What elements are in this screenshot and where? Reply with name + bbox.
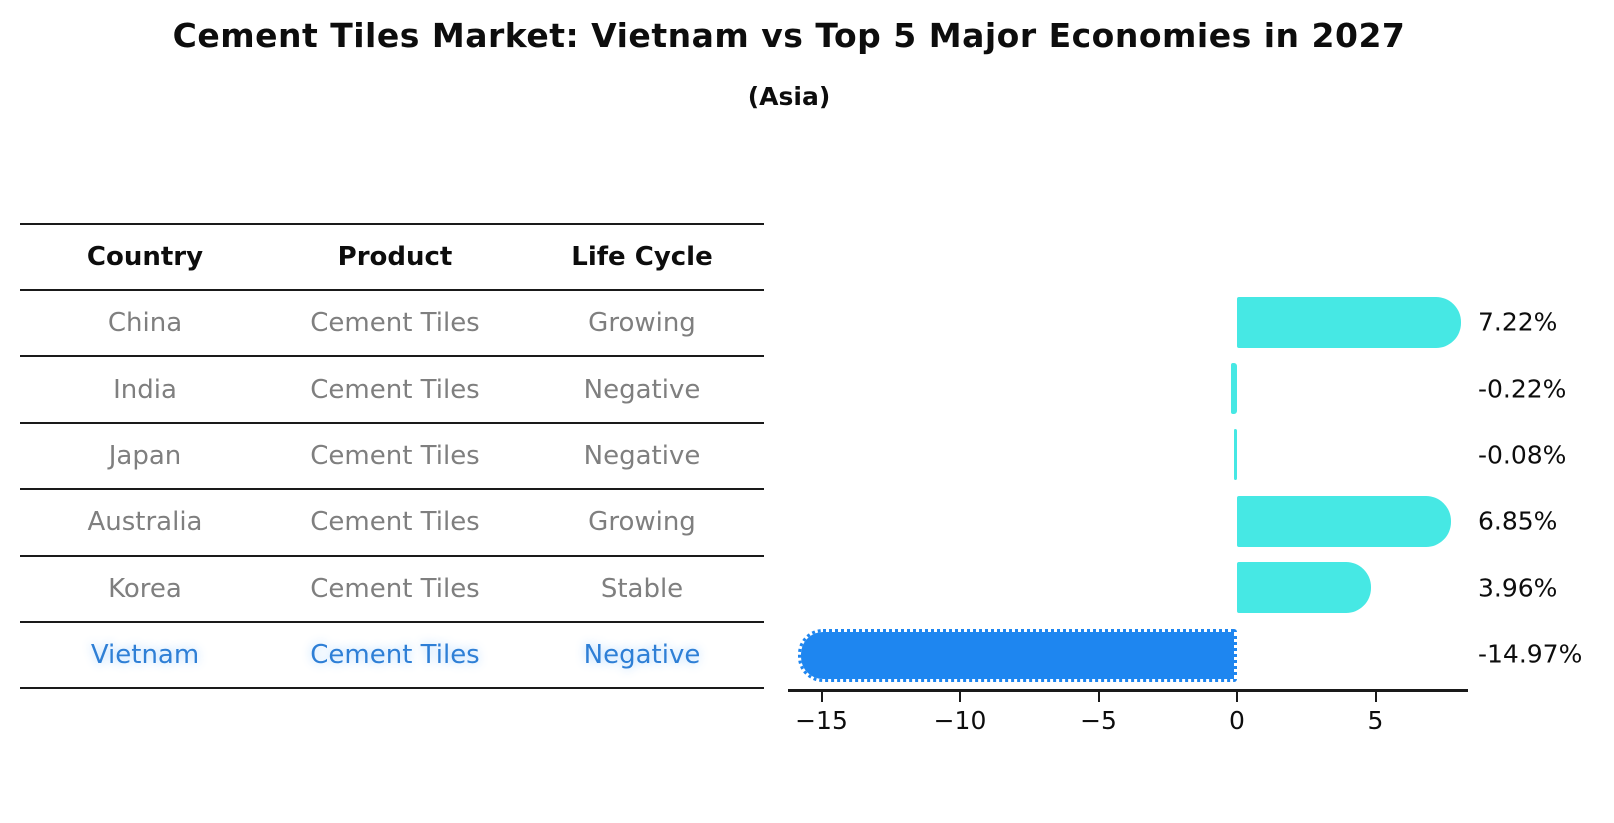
table-row-australia: Australia Cement Tiles Growing — [20, 490, 764, 557]
bar-china — [1237, 296, 1461, 348]
table-cell-life-cycle: Growing — [588, 308, 696, 339]
chart-subtitle: (Asia) — [747, 82, 831, 111]
bar-value-label-japan: -0.08% — [1478, 440, 1567, 470]
table-row-india: India Cement Tiles Negative — [20, 357, 764, 424]
bar-value-label-india: -0.22% — [1478, 374, 1567, 403]
table-cell-country: Australia — [87, 507, 203, 538]
table-cell-country: India — [113, 374, 177, 405]
table-cell-life-cycle: Negative — [583, 440, 701, 471]
table-header-product: Product — [337, 242, 453, 272]
bar-value-label-australia: 6.85% — [1478, 506, 1558, 536]
table-cell-life-cycle: Stable — [600, 573, 684, 604]
table-cell-country: Vietnam — [90, 640, 200, 671]
table-cell-product: Cement Tiles — [310, 374, 480, 405]
x-axis-ticklabel: −5 — [1080, 706, 1117, 735]
table-cell-product: Cement Tiles — [310, 640, 480, 671]
table-cell-life-cycle: Negative — [583, 640, 701, 671]
bar-value-label-korea: 3.96% — [1478, 573, 1558, 603]
x-axis-line — [788, 689, 1468, 692]
table-cell-life-cycle: Growing — [588, 507, 696, 538]
table-cell-country: Japan — [108, 440, 182, 471]
table-header-life-cycle: Life Cycle — [571, 242, 713, 272]
bar-value-label-china: 7.22% — [1478, 307, 1558, 337]
x-axis-ticklabel: 5 — [1367, 706, 1384, 735]
chart-title: Cement Tiles Market: Vietnam vs Top 5 Ma… — [172, 16, 1406, 55]
table-header-row: Country Product Life Cycle — [20, 225, 764, 291]
table-cell-product: Cement Tiles — [310, 507, 480, 538]
x-axis-ticklabel: −10 — [933, 706, 987, 735]
x-axis-ticklabel: −15 — [795, 706, 848, 735]
x-axis-tickmark — [1374, 692, 1377, 702]
table-cell-country: Korea — [108, 573, 182, 604]
country-table-body: China Cement Tiles Growing India Cement Tile… — [20, 291, 764, 690]
table-cell-life-cycle: Negative — [583, 374, 701, 405]
x-axis-tickmark — [820, 692, 823, 702]
table-row-japan: Japan Cement Tiles Negative — [20, 424, 764, 491]
bar-vietnam — [798, 628, 1237, 682]
table-cell-product: Cement Tiles — [310, 308, 480, 339]
country-table: Country Product Life Cycle China Cement T… — [20, 223, 764, 690]
table-header-country: Country — [86, 242, 204, 272]
table-cell-country: China — [107, 308, 183, 339]
bar-value-label-vietnam: -14.97% — [1478, 639, 1583, 669]
bar-india — [1230, 363, 1237, 414]
table-row-vietnam: Vietnam Cement Tiles Negative — [20, 623, 764, 690]
table-cell-product: Cement Tiles — [310, 440, 480, 471]
bar-japan — [1234, 429, 1237, 481]
table-row-korea: Korea Cement Tiles Stable — [20, 557, 764, 623]
x-axis-tickmark — [959, 692, 961, 702]
bar-korea — [1237, 562, 1371, 614]
table-cell-product: Cement Tiles — [310, 573, 480, 604]
table-row-china: China Cement Tiles Growing — [20, 291, 764, 358]
x-axis-tickmark — [1236, 692, 1238, 702]
bar-australia — [1237, 495, 1451, 547]
x-axis-ticklabel: 0 — [1229, 706, 1245, 735]
x-axis-tickmark — [1097, 692, 1100, 702]
